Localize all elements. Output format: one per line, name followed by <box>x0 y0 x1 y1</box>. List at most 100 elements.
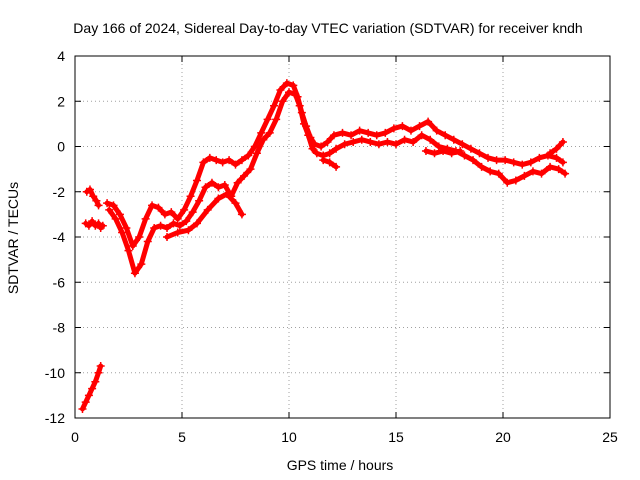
data-point <box>231 199 240 208</box>
data-point <box>156 221 165 230</box>
chart-title: Day 166 of 2024, Sidereal Day-to-day VTE… <box>73 20 582 36</box>
data-point <box>276 85 285 94</box>
data-point <box>203 205 212 214</box>
data-point <box>105 205 114 214</box>
y-tick-label: -4 <box>53 229 66 245</box>
data-point <box>291 90 300 99</box>
data-point <box>415 122 424 131</box>
y-tick-label: 2 <box>57 93 65 109</box>
data-point <box>460 151 469 160</box>
data-point <box>417 131 426 140</box>
y-tick-label: -12 <box>45 410 65 426</box>
data-point <box>494 169 503 178</box>
data-point <box>130 269 139 278</box>
series-tail <box>546 137 567 158</box>
data-point <box>205 153 214 162</box>
x-tick-label: 25 <box>602 429 618 445</box>
data-point <box>552 153 561 162</box>
data-point <box>222 190 231 199</box>
data-point <box>199 158 208 167</box>
data-point <box>237 156 246 165</box>
series-early-low <box>78 361 105 413</box>
data-point <box>372 131 381 140</box>
data-points <box>78 79 570 413</box>
data-point <box>111 214 120 223</box>
data-point <box>561 169 570 178</box>
data-point <box>94 368 103 377</box>
series-band <box>106 89 568 276</box>
data-point <box>141 214 150 223</box>
data-point <box>518 160 527 169</box>
data-point <box>421 147 430 156</box>
data-point <box>441 131 450 140</box>
data-point <box>169 219 178 228</box>
data-point <box>329 131 338 140</box>
data-point <box>295 101 304 110</box>
data-point <box>503 178 512 187</box>
data-point <box>88 384 97 393</box>
data-point <box>332 144 341 153</box>
data-point <box>115 210 124 219</box>
data-point <box>400 135 409 144</box>
x-tick-label: 15 <box>388 429 404 445</box>
data-point <box>469 156 478 165</box>
series-late-segment <box>421 147 465 158</box>
data-point <box>426 135 435 144</box>
data-point <box>192 219 201 228</box>
data-point <box>163 233 172 241</box>
data-point <box>92 196 101 205</box>
data-point <box>88 217 97 226</box>
data-point <box>449 135 458 144</box>
data-point <box>85 185 94 194</box>
data-point <box>340 140 349 149</box>
series-short-segment <box>319 156 341 171</box>
data-point <box>103 199 112 208</box>
series-main-lower <box>105 88 570 278</box>
x-tick-label: 10 <box>281 429 297 445</box>
data-point <box>526 158 535 167</box>
data-point <box>225 156 234 165</box>
data-point <box>355 126 364 135</box>
data-point <box>167 208 176 217</box>
data-point <box>552 144 561 153</box>
data-point <box>325 149 334 158</box>
data-point <box>214 194 223 203</box>
data-point <box>357 135 366 144</box>
data-point <box>201 183 210 192</box>
data-point <box>409 137 418 146</box>
data-point <box>237 210 246 219</box>
data-point <box>509 158 518 167</box>
data-point <box>398 122 407 131</box>
data-point <box>137 260 146 269</box>
data-point <box>520 171 529 180</box>
data-point <box>546 149 555 158</box>
data-point <box>317 142 326 151</box>
data-point <box>366 137 375 146</box>
x-axis-label: GPS time / hours <box>287 457 394 473</box>
data-point <box>195 196 204 205</box>
data-point <box>486 167 495 176</box>
y-tick-labels: -12 -10 -8 -6 -4 -2 0 2 4 <box>45 48 65 426</box>
data-point <box>84 391 93 400</box>
data-point <box>383 137 392 146</box>
data-point <box>475 149 484 158</box>
data-point <box>434 142 443 151</box>
data-point <box>477 162 486 171</box>
data-point <box>96 361 105 370</box>
data-point <box>182 217 191 226</box>
data-point <box>535 153 544 162</box>
data-point <box>163 223 172 232</box>
data-point <box>128 242 137 251</box>
x-tick-label: 5 <box>178 429 186 445</box>
data-point <box>188 208 197 217</box>
x-tick-label: 0 <box>71 429 79 445</box>
data-point <box>278 97 287 106</box>
data-point <box>424 117 433 126</box>
data-point <box>207 178 216 187</box>
data-point <box>118 228 127 237</box>
data-point <box>392 140 400 149</box>
data-point <box>319 156 328 165</box>
data-point <box>135 233 144 241</box>
data-point <box>91 377 100 386</box>
